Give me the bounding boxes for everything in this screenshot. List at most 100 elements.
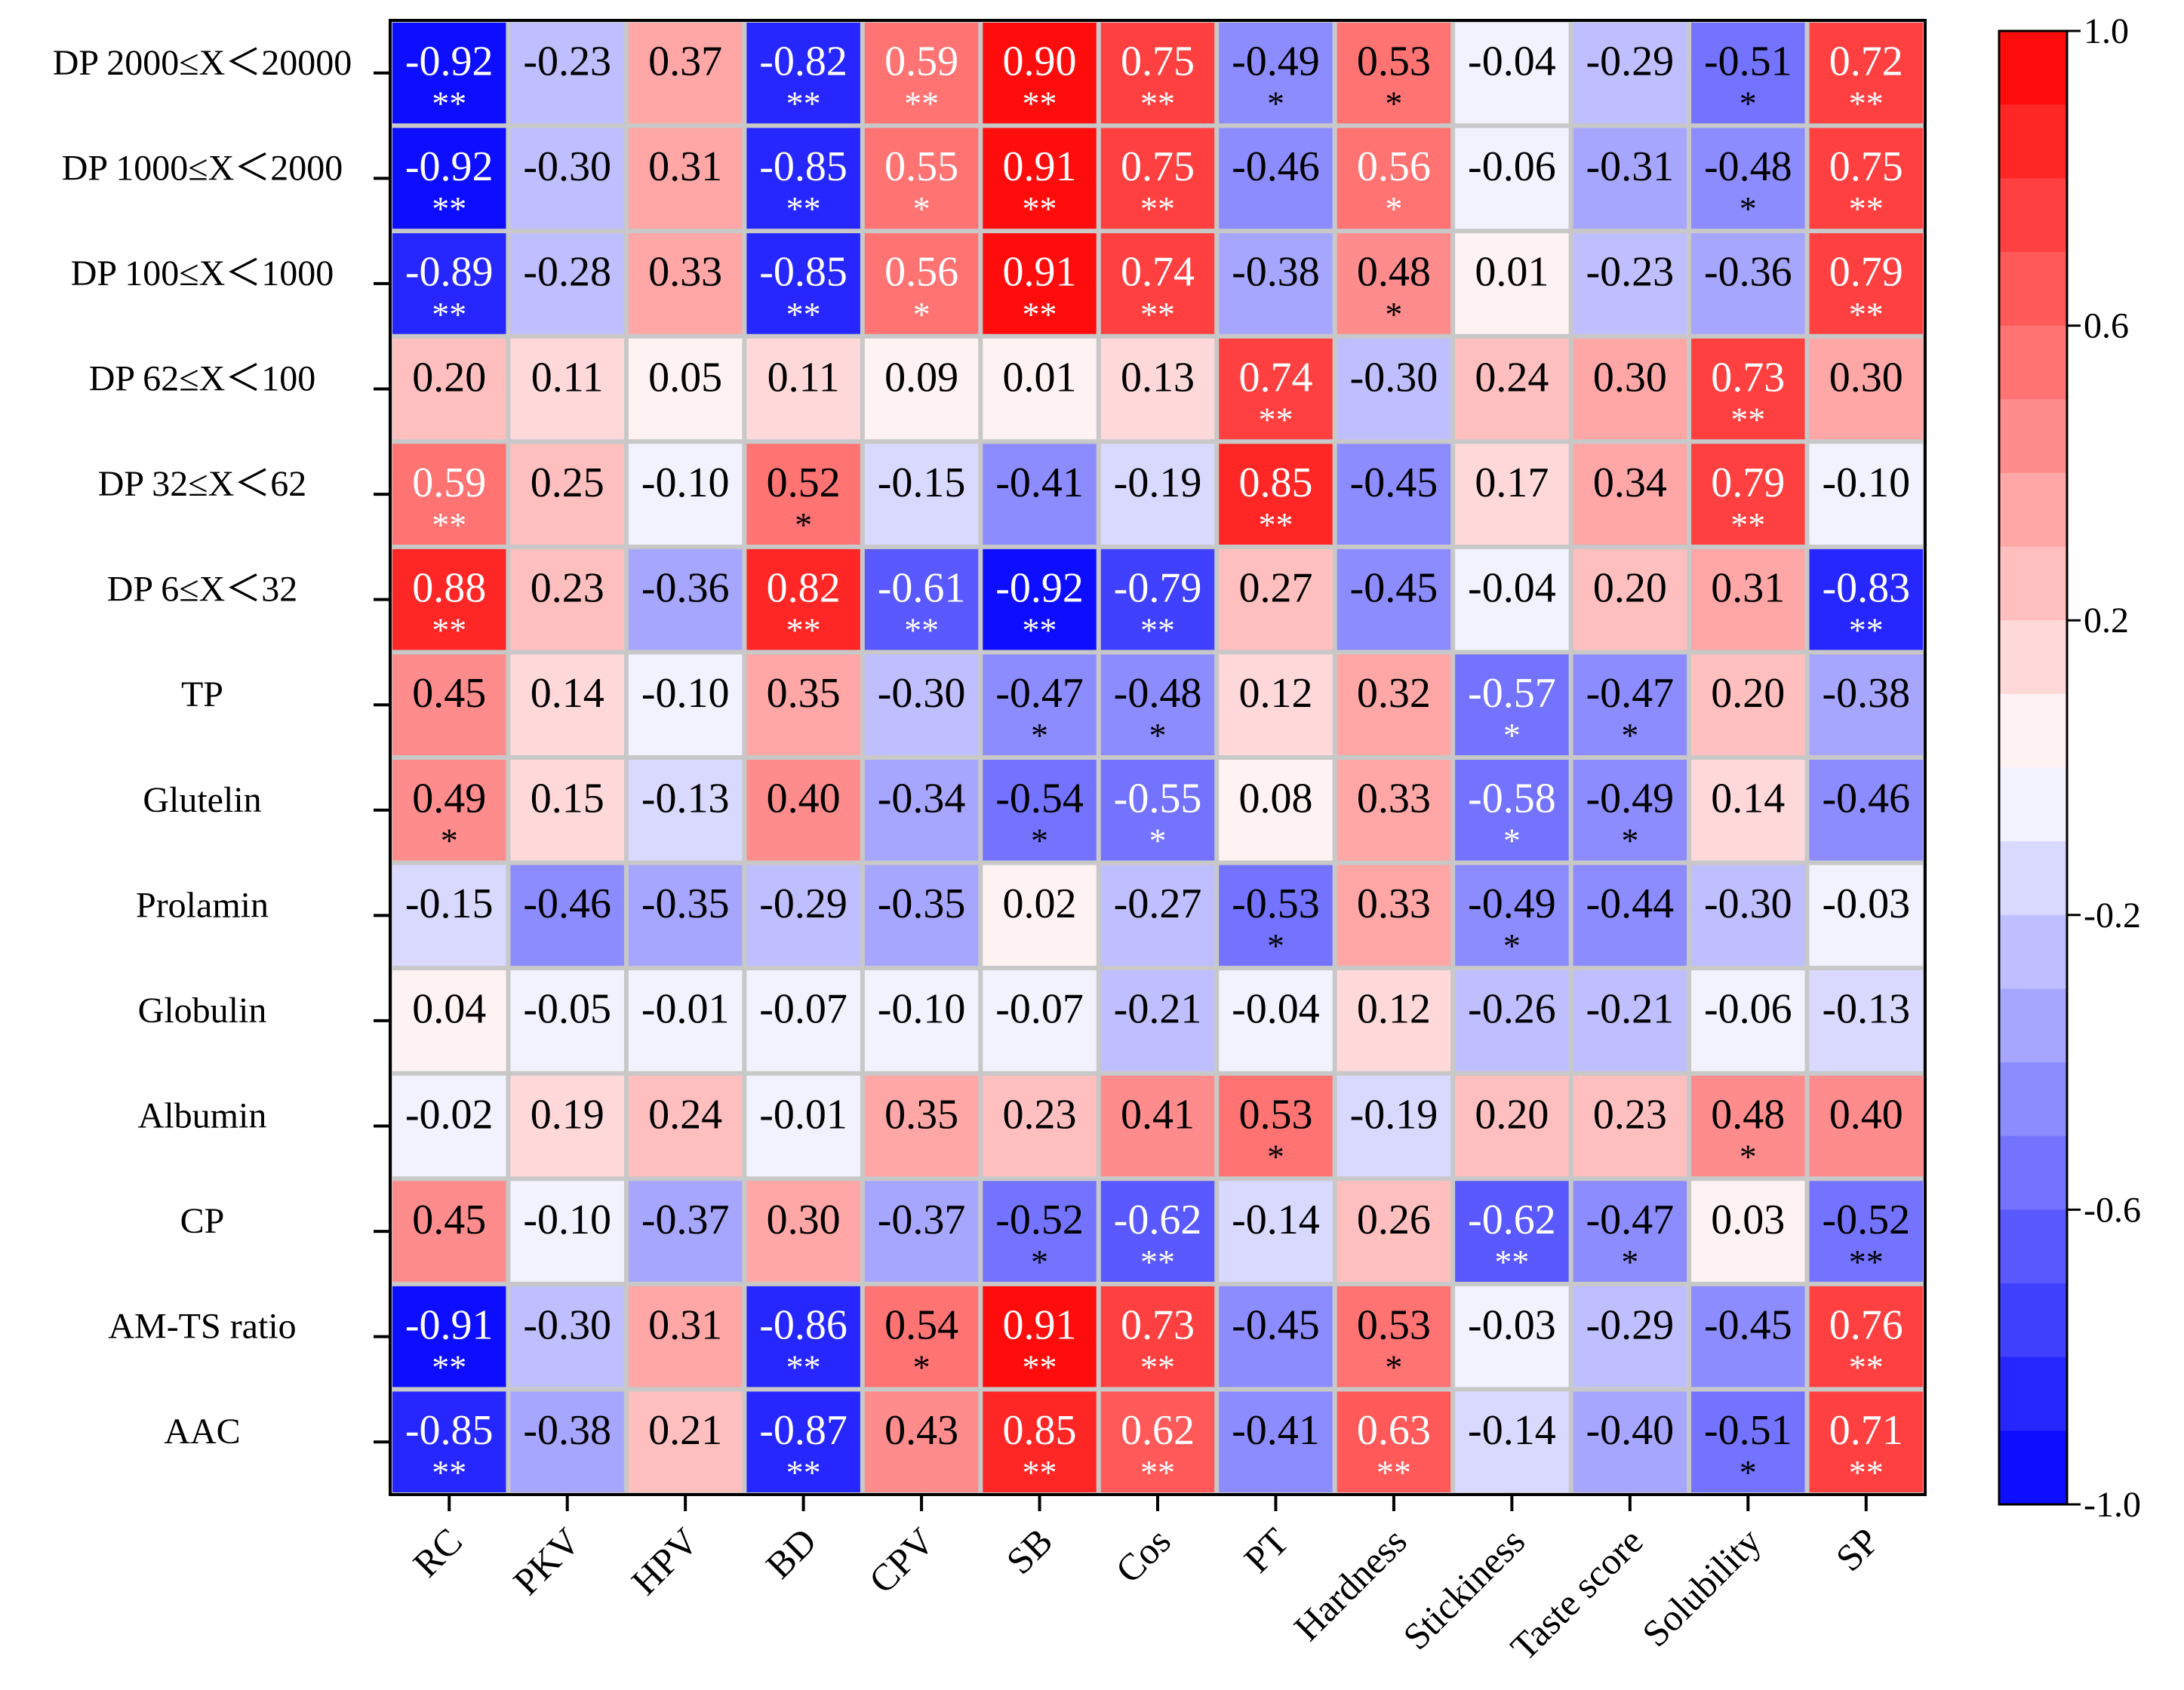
cell-value-label: -0.54 [995,776,1084,822]
cell-value-label: 0.82 [767,564,841,611]
cell-value-label: 0.85 [1238,459,1312,506]
heatmap-cell [1219,128,1333,229]
cell-value-label: 0.74 [1238,354,1312,401]
cell-value-label: -0.37 [641,1197,730,1243]
significance-marker: * [1031,1243,1048,1281]
heatmap-cell [510,338,624,440]
significance-marker: * [1621,1243,1638,1281]
cell-value-label: -0.41 [1232,1407,1320,1454]
cell-value-label: -0.01 [759,1091,847,1138]
heatmap-cell [1809,1181,1923,1282]
heatmap-cell [1100,1286,1215,1387]
cell-value-label: -0.15 [405,880,494,927]
cell-value-label: 0.45 [412,670,486,717]
cell-value-label: 0.20 [1593,564,1667,611]
heatmap-cell [1100,1181,1215,1282]
cell-value-label: 0.27 [1238,564,1312,611]
heatmap-cell [864,970,979,1071]
heatmap-cell [628,760,743,861]
heatmap-cell [864,760,979,861]
colorbar-tick-label: -1.0 [2084,1485,2141,1525]
significance-marker: ** [786,295,821,333]
cell-value-label: 0.01 [1003,354,1077,401]
heatmap-cell [510,970,624,1071]
cell-value-label: -0.29 [759,880,847,927]
heatmap-cell [1573,1391,1687,1492]
cell-value-label: 0.14 [531,670,604,717]
heatmap-cell [983,1391,1097,1492]
cell-value-label: 0.35 [767,670,841,717]
heatmap-cell [1573,338,1687,440]
cell-value-label: 0.20 [412,354,486,401]
heatmap-cell [1455,1181,1569,1282]
heatmap-cell [983,760,1097,861]
cell-value-label: -0.62 [1114,1197,1202,1243]
cell-value-label: 0.09 [884,354,958,401]
colorbar-segment [1999,472,2067,548]
heatmap-cell [1809,865,1923,966]
heatmap-cell [1691,1286,1805,1387]
significance-marker: * [1031,716,1048,754]
cell-value-label: -0.30 [1350,354,1438,401]
cell-value-label: -0.06 [1468,143,1556,190]
cell-value-label: -0.30 [1704,880,1792,927]
cell-value-label: -0.46 [523,880,611,927]
cell-value-label: 0.19 [531,1091,604,1138]
heatmap-cell [1455,444,1569,545]
heatmap-cell [392,654,506,755]
significance-marker: ** [1140,295,1175,333]
heatmap-cell [1455,338,1569,440]
heatmap-cell [392,1075,506,1177]
heatmap-cell [1219,1286,1333,1387]
significance-marker: * [1621,822,1638,860]
heatmap-cell [510,548,624,650]
significance-marker: ** [432,505,466,544]
heatmap-cell [510,865,624,966]
heatmap-cell [1100,233,1215,334]
row-label: AM-TS ratio [108,1307,296,1347]
heatmap-cell [1219,970,1333,1071]
colorbar-frame [1998,29,2069,1506]
cell-value-label: -0.23 [523,38,611,85]
heatmap-cell [746,654,860,755]
heatmap-cell [983,970,1097,1071]
heatmap-cell [746,1391,860,1492]
heatmap-cell [1100,23,1215,124]
cell-value-label: -0.87 [759,1407,847,1454]
cell-value-label: -0.62 [1468,1197,1556,1243]
cell-value-label: -0.92 [405,38,494,85]
heatmap-cell [510,128,624,229]
cell-value-label: 0.40 [767,776,841,822]
row-label: Glutelin [143,780,261,820]
heatmap-cell [1337,1391,1451,1492]
cell-value-label: 0.85 [1003,1407,1077,1454]
significance-marker: * [1149,716,1167,754]
colorbar-segment [1999,693,2067,769]
cell-value-label: -0.04 [1468,564,1556,611]
heatmap-cell [1337,338,1451,440]
heatmap-cell [983,338,1097,440]
cell-value-label: 0.11 [531,354,604,401]
heatmap-cell [628,970,743,1071]
cell-value-label: 0.33 [1357,880,1431,927]
colorbar-tick-label: -0.2 [2084,896,2141,936]
heatmap-cell [1219,1391,1333,1492]
cell-value-label: 0.88 [412,564,486,611]
significance-marker: ** [904,610,939,649]
heatmap-cell [1809,128,1923,229]
colorbar-segment [1999,767,2067,842]
heatmap-cell [510,1075,624,1177]
heatmap-cell [864,654,979,755]
heatmap-cell [983,865,1097,966]
heatmap-cell [510,23,624,124]
significance-marker: * [1385,1347,1402,1386]
row-label: TP [181,674,223,714]
significance-marker: ** [1258,505,1293,544]
cell-value-label: -0.30 [523,143,611,190]
heatmap-cell [1337,1075,1451,1177]
colorbar-segment [1999,1062,2067,1137]
heatmap-cell [1219,1075,1333,1177]
heatmap-cell [1100,1075,1215,1177]
heatmap-cells [390,20,1925,1495]
cell-value-label: 0.01 [1475,249,1549,296]
